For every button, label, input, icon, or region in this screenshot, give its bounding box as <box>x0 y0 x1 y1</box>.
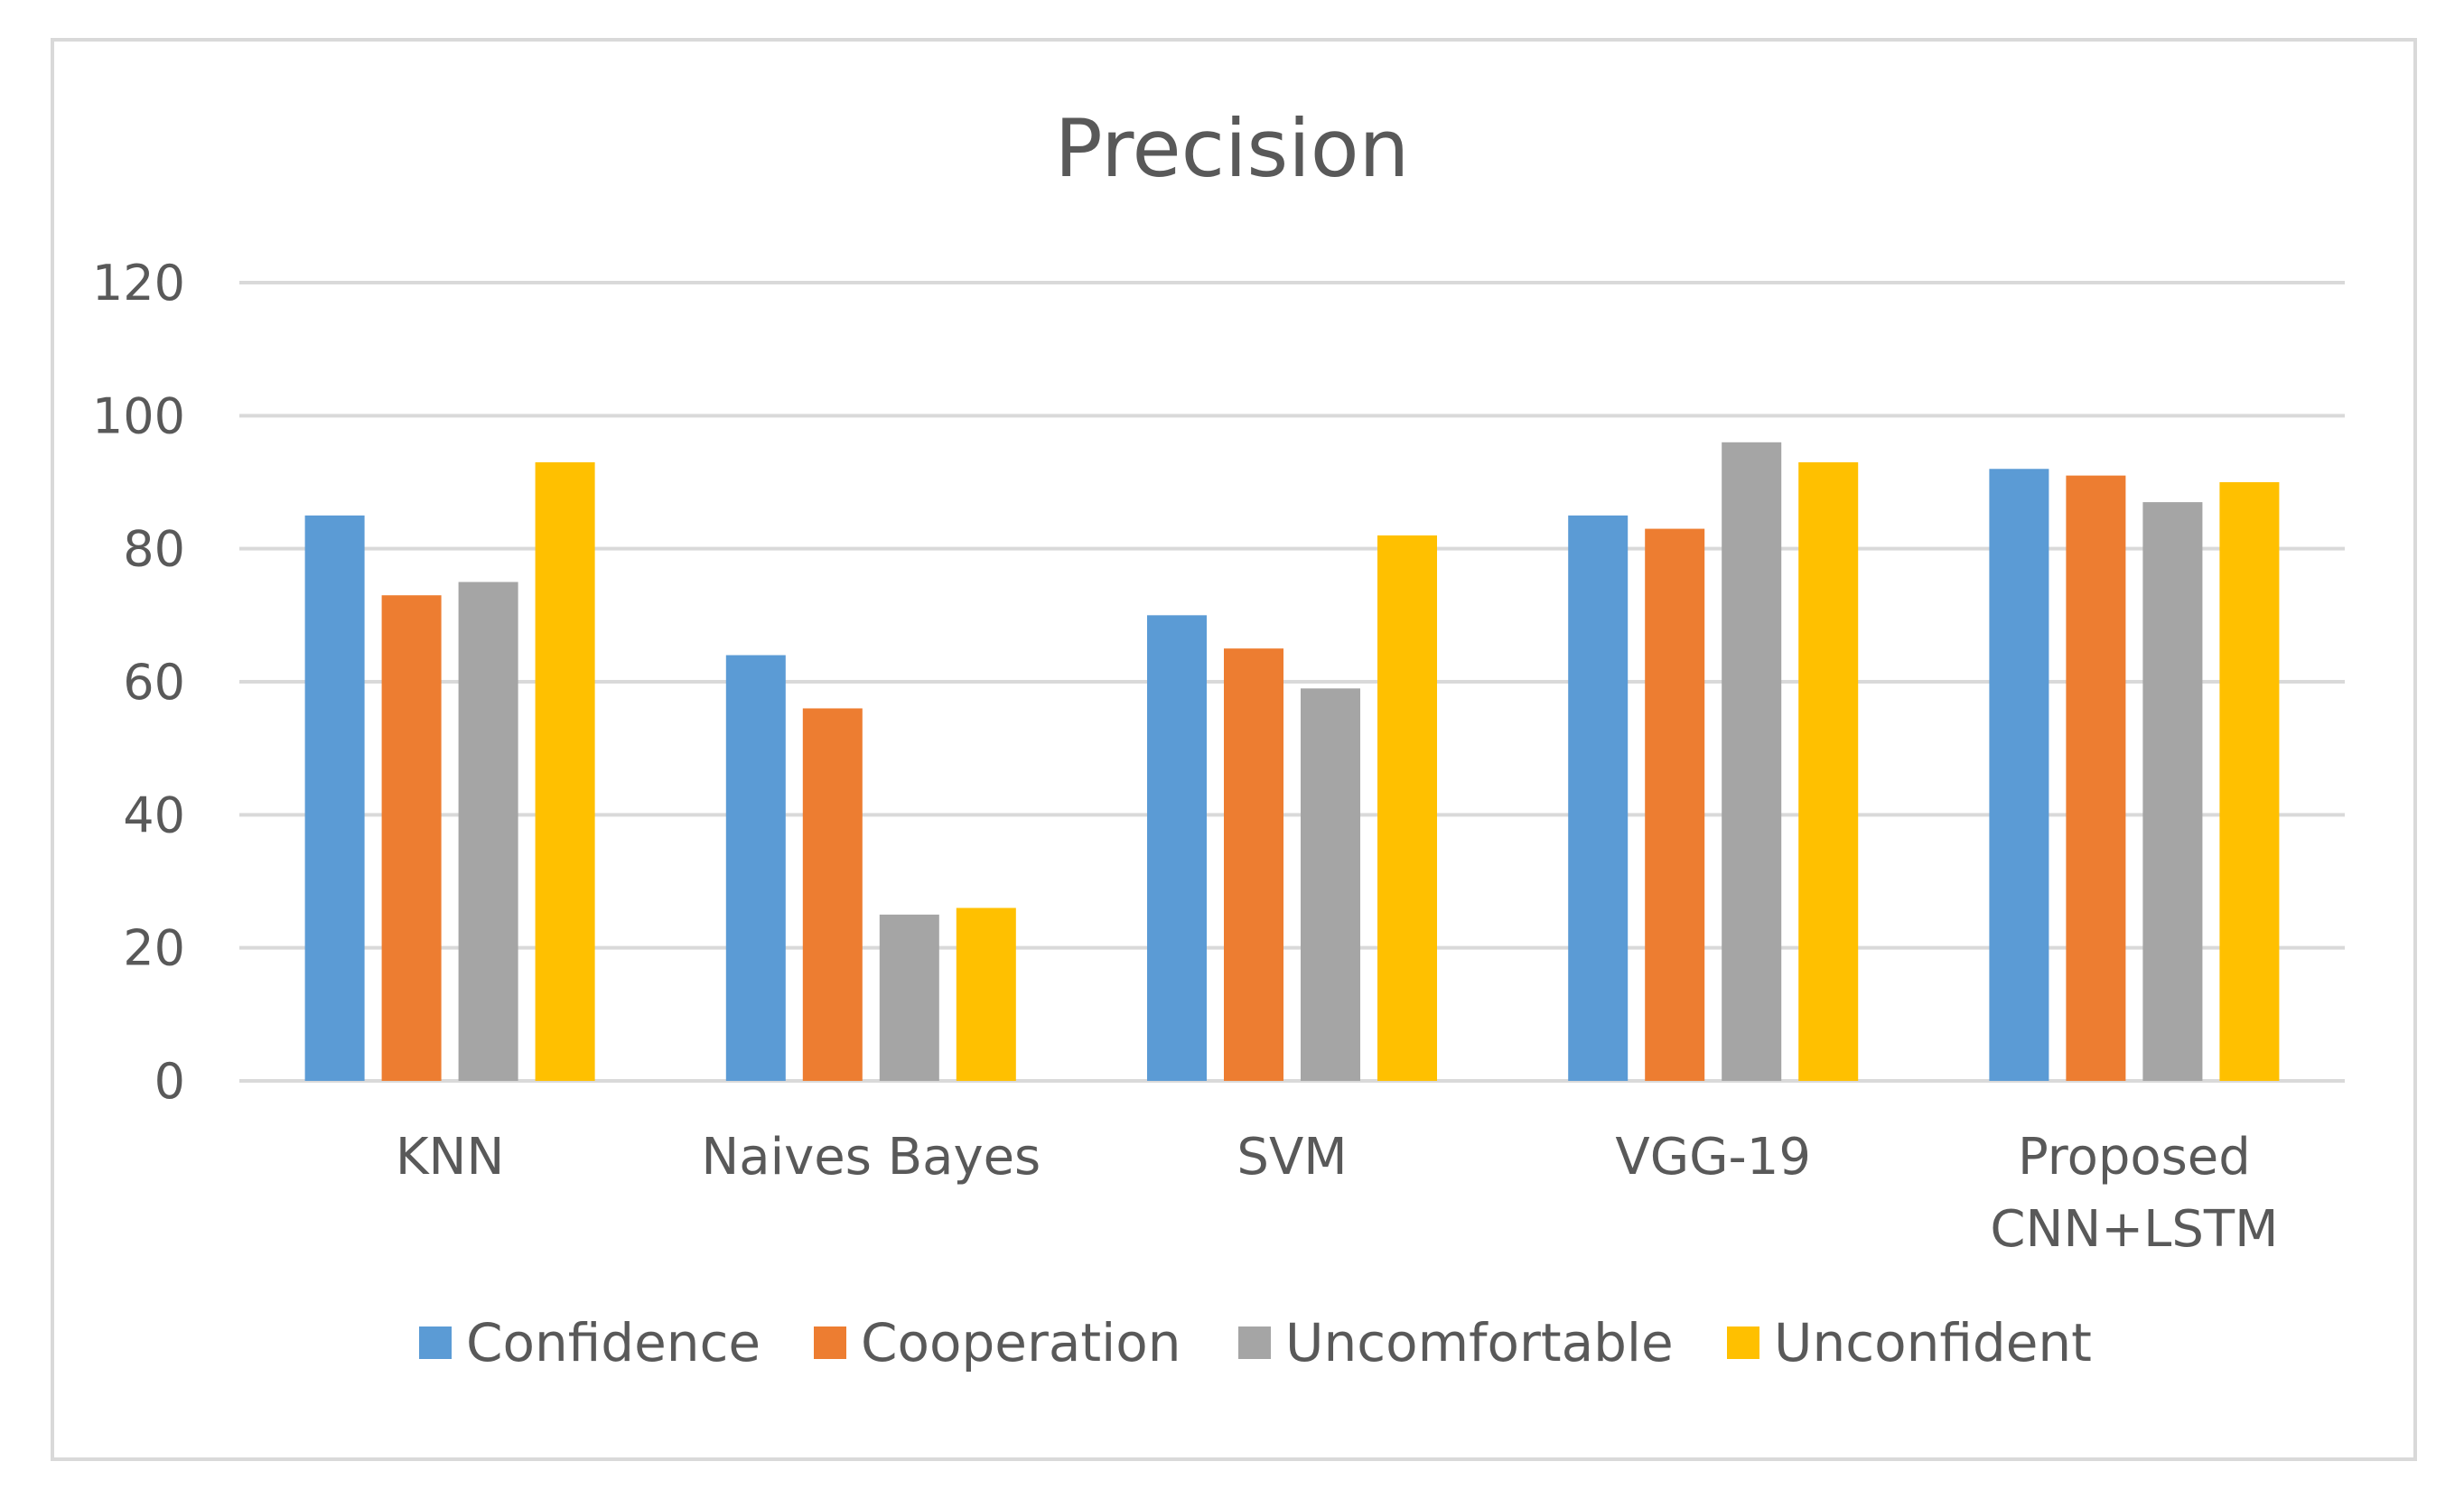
legend-label: Cooperation <box>861 1312 1181 1373</box>
bars <box>304 442 2280 1081</box>
y-tick-label: 100 <box>92 387 185 444</box>
bar-unconfident-4 <box>2219 482 2280 1081</box>
legend-swatch <box>1727 1326 1759 1359</box>
bar-cooperation-1 <box>802 708 863 1081</box>
x-category-label: CNN+LSTM <box>1990 1200 2278 1259</box>
bar-uncomfortable-0 <box>458 582 518 1081</box>
bar-uncomfortable-2 <box>1301 688 1360 1081</box>
bar-cooperation-4 <box>2066 475 2126 1081</box>
bar-cooperation-3 <box>1645 528 1705 1081</box>
legend-label: Confidence <box>466 1312 761 1373</box>
legend-item-unconfident[interactable]: Unconfident <box>1727 1312 2092 1373</box>
bar-uncomfortable-3 <box>1722 442 1782 1081</box>
bar-unconfident-2 <box>1377 535 1437 1081</box>
legend-swatch <box>1238 1326 1271 1359</box>
x-category-label: Proposed <box>2018 1128 2251 1187</box>
bar-confidence-3 <box>1568 515 1629 1081</box>
y-tick-label: 60 <box>123 654 185 711</box>
legend[interactable]: Confidence Cooperation Uncomfortable Unconf… <box>419 1312 2092 1373</box>
y-axis-ticks: 0 20 40 60 80 100 120 <box>92 255 185 1110</box>
y-tick-label: 40 <box>123 787 185 843</box>
bar-unconfident-3 <box>1798 461 1859 1081</box>
legend-label: Unconfident <box>1774 1312 2092 1373</box>
bar-uncomfortable-4 <box>2142 502 2203 1081</box>
legend-label: Uncomfortable <box>1285 1312 1674 1373</box>
bar-confidence-1 <box>725 655 786 1081</box>
x-category-label: VGG-19 <box>1615 1128 1811 1187</box>
bar-confidence-4 <box>1989 469 2049 1081</box>
bar-uncomfortable-1 <box>879 914 939 1081</box>
legend-item-confidence[interactable]: Confidence <box>419 1312 761 1373</box>
bar-cooperation-0 <box>381 595 442 1081</box>
bar-cooperation-2 <box>1224 648 1283 1081</box>
legend-swatch <box>419 1326 452 1359</box>
bar-unconfident-0 <box>535 461 595 1081</box>
y-tick-label: 20 <box>123 920 185 977</box>
y-tick-label: 0 <box>154 1053 185 1110</box>
x-category-label: SVM <box>1237 1128 1347 1187</box>
legend-swatch <box>814 1326 846 1359</box>
x-category-label: Naives Bayes <box>701 1128 1041 1187</box>
chart-title: Precision <box>1055 102 1410 195</box>
bar-confidence-2 <box>1147 615 1207 1081</box>
legend-item-cooperation[interactable]: Cooperation <box>814 1312 1181 1373</box>
y-tick-label: 120 <box>92 255 185 312</box>
x-axis-labels: KNN Naives Bayes SVM VGG-19 Proposed CNN+LSTM <box>396 1128 2279 1259</box>
bar-confidence-0 <box>304 515 365 1081</box>
y-tick-label: 80 <box>123 521 185 578</box>
bar-unconfident-1 <box>956 908 1016 1081</box>
x-category-label: KNN <box>396 1128 505 1187</box>
legend-item-uncomfortable[interactable]: Uncomfortable <box>1238 1312 1674 1373</box>
